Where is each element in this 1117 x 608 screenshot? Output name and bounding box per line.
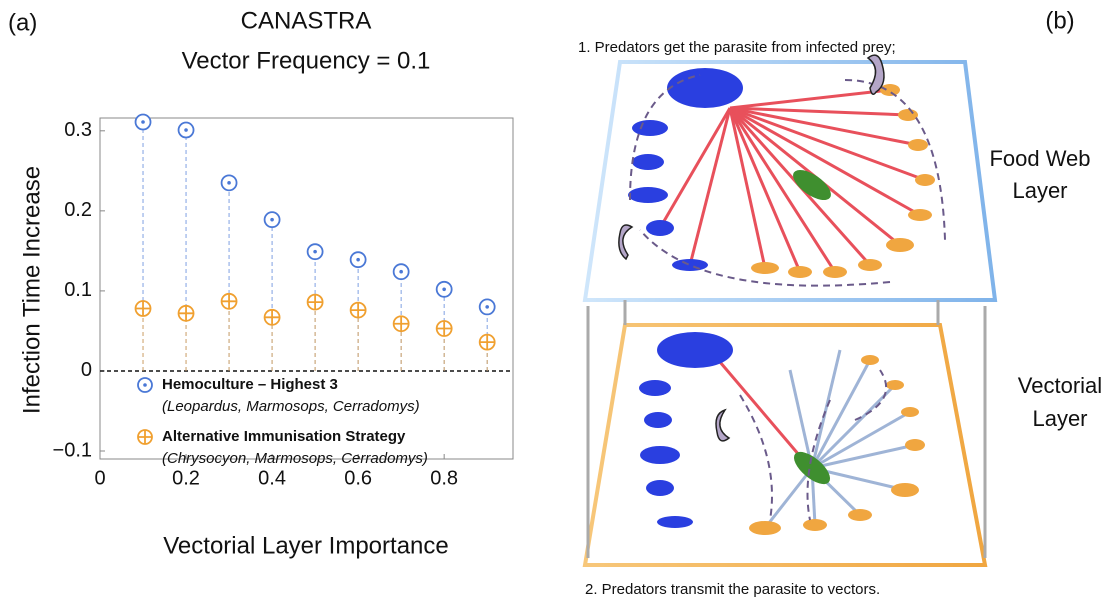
predators xyxy=(628,68,743,528)
link xyxy=(729,88,891,110)
marker xyxy=(177,304,195,322)
panel-label: (a) xyxy=(8,9,37,36)
marker xyxy=(478,333,496,351)
link xyxy=(810,383,897,470)
x-tick-label: 0.8 xyxy=(430,467,458,489)
marker-dot xyxy=(141,120,145,124)
marker-plus xyxy=(393,316,409,332)
marker-plus xyxy=(135,301,151,317)
link xyxy=(788,369,814,469)
marker-dot xyxy=(485,305,489,309)
link xyxy=(729,106,909,117)
marker xyxy=(306,243,324,261)
chart-title: CANASTRA xyxy=(241,7,372,34)
link xyxy=(810,349,842,469)
legend-marker xyxy=(143,383,147,387)
chart-subtitle: Vector Frequency = 0.1 xyxy=(182,47,431,74)
legend-label: Alternative Immunisation Strategy xyxy=(162,428,406,445)
vector-bug xyxy=(793,169,831,201)
panel-label: (b) xyxy=(1045,7,1074,34)
y-tick-label: 0.1 xyxy=(64,279,92,301)
link xyxy=(729,106,926,182)
marker xyxy=(392,263,410,281)
layer-label: Layer xyxy=(1012,178,1067,203)
link xyxy=(729,106,921,217)
parasites xyxy=(618,54,885,442)
link xyxy=(688,107,732,266)
marker-dot xyxy=(270,217,274,222)
marker xyxy=(134,300,152,317)
link xyxy=(810,359,872,469)
marker-plus xyxy=(436,321,452,337)
x-tick-label: 0.2 xyxy=(172,467,200,489)
marker-dot xyxy=(356,257,360,262)
marker-dot xyxy=(184,128,188,132)
link xyxy=(811,443,916,470)
link xyxy=(728,107,837,273)
link xyxy=(718,361,807,463)
y-axis-label: Infection Time Increase xyxy=(18,166,45,414)
prey xyxy=(749,84,935,535)
marker xyxy=(349,301,367,319)
marker-dot xyxy=(227,181,231,185)
marker xyxy=(220,292,238,310)
y-tick-label: 0 xyxy=(81,359,92,381)
x-tick-label: 0 xyxy=(94,467,105,489)
marker xyxy=(220,174,238,192)
marker xyxy=(263,211,281,229)
marker xyxy=(306,293,324,311)
layer-label: Vectorial xyxy=(1018,373,1102,398)
legend-label: Hemoculture – Highest 3 xyxy=(162,376,338,393)
marker xyxy=(435,280,453,298)
marker-plus xyxy=(307,294,323,310)
marker-plus xyxy=(178,305,194,321)
legend-detail: (Chrysocyon, Marmosops, Cerradomys) xyxy=(162,450,428,467)
plot-frame xyxy=(99,117,514,460)
link xyxy=(811,410,911,470)
vector-bug xyxy=(793,451,831,485)
marker xyxy=(349,251,367,269)
link xyxy=(763,467,814,529)
link xyxy=(729,106,919,147)
link xyxy=(658,107,732,229)
marker xyxy=(177,121,195,139)
marker-plus xyxy=(350,302,366,318)
diagram: (b) 1. Predators get the parasite from i… xyxy=(578,7,1102,598)
marker xyxy=(392,315,410,333)
y-tick-label: −0.1 xyxy=(53,439,92,461)
layer-label: Food Web xyxy=(989,146,1090,171)
link xyxy=(728,107,802,273)
marker-dot xyxy=(313,249,317,254)
predation-links xyxy=(658,88,926,463)
legend-marker xyxy=(138,430,152,444)
top-caption: 1. Predators get the parasite from infec… xyxy=(578,39,896,56)
layer-label: Layer xyxy=(1032,406,1087,431)
x-axis-label: Vectorial Layer Importance xyxy=(163,532,448,559)
y-tick-label: 0.3 xyxy=(64,119,92,141)
marker-dot xyxy=(399,269,403,274)
marker xyxy=(263,308,281,326)
marker xyxy=(134,113,152,131)
marker-dot xyxy=(442,287,446,292)
y-tick-label: 0.2 xyxy=(64,199,92,221)
marker-plus xyxy=(264,309,280,325)
marker-plus xyxy=(221,293,237,309)
transmission-arrows xyxy=(629,74,946,521)
marker-plus xyxy=(479,334,495,350)
marker xyxy=(478,298,496,316)
vectorial-layer xyxy=(582,323,988,567)
layer-links xyxy=(586,300,987,558)
marker xyxy=(435,320,453,337)
legend-detail: (Leopardus, Marmosops, Cerradomys) xyxy=(162,398,420,415)
x-tick-label: 0.6 xyxy=(344,467,372,489)
x-tick-label: 0.4 xyxy=(258,467,286,489)
bottom-caption: 2. Predators transmit the parasite to ve… xyxy=(585,581,880,598)
link xyxy=(728,107,767,269)
